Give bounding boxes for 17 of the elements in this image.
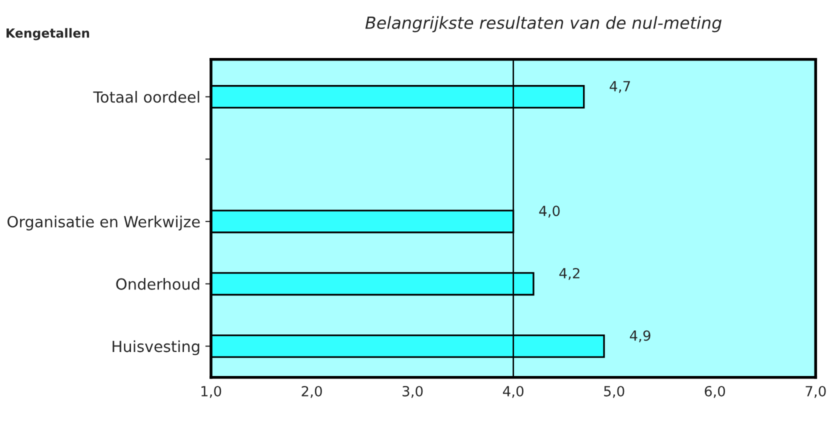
x-tick-label: 7,0 [806, 386, 826, 398]
chart-title: Belangrijkste resultaten van de nul-meting [365, 16, 722, 32]
x-tick-label: 5,0 [604, 386, 624, 398]
y-tick-label: Onderhoud [116, 278, 200, 290]
x-tick-label: 4,0 [502, 386, 524, 398]
x-tick-label: 6,0 [704, 386, 725, 398]
y-axis-title: Kengetallen [6, 28, 90, 40]
x-tick-label: 1,0 [201, 386, 222, 398]
x-tick-label: 2,0 [302, 386, 322, 398]
y-tick-label: Organisatie en Werkwijze [8, 216, 200, 230]
data-label: 4,9 [630, 330, 650, 342]
x-tick-label: 3,0 [402, 386, 423, 398]
y-tick-label: Totaal oordeel [93, 90, 200, 103]
data-label: 4,2 [559, 268, 580, 280]
y-tick-label: Huisvesting [112, 340, 200, 356]
data-label: 4,7 [610, 81, 630, 93]
data-label: 4,0 [539, 206, 560, 218]
